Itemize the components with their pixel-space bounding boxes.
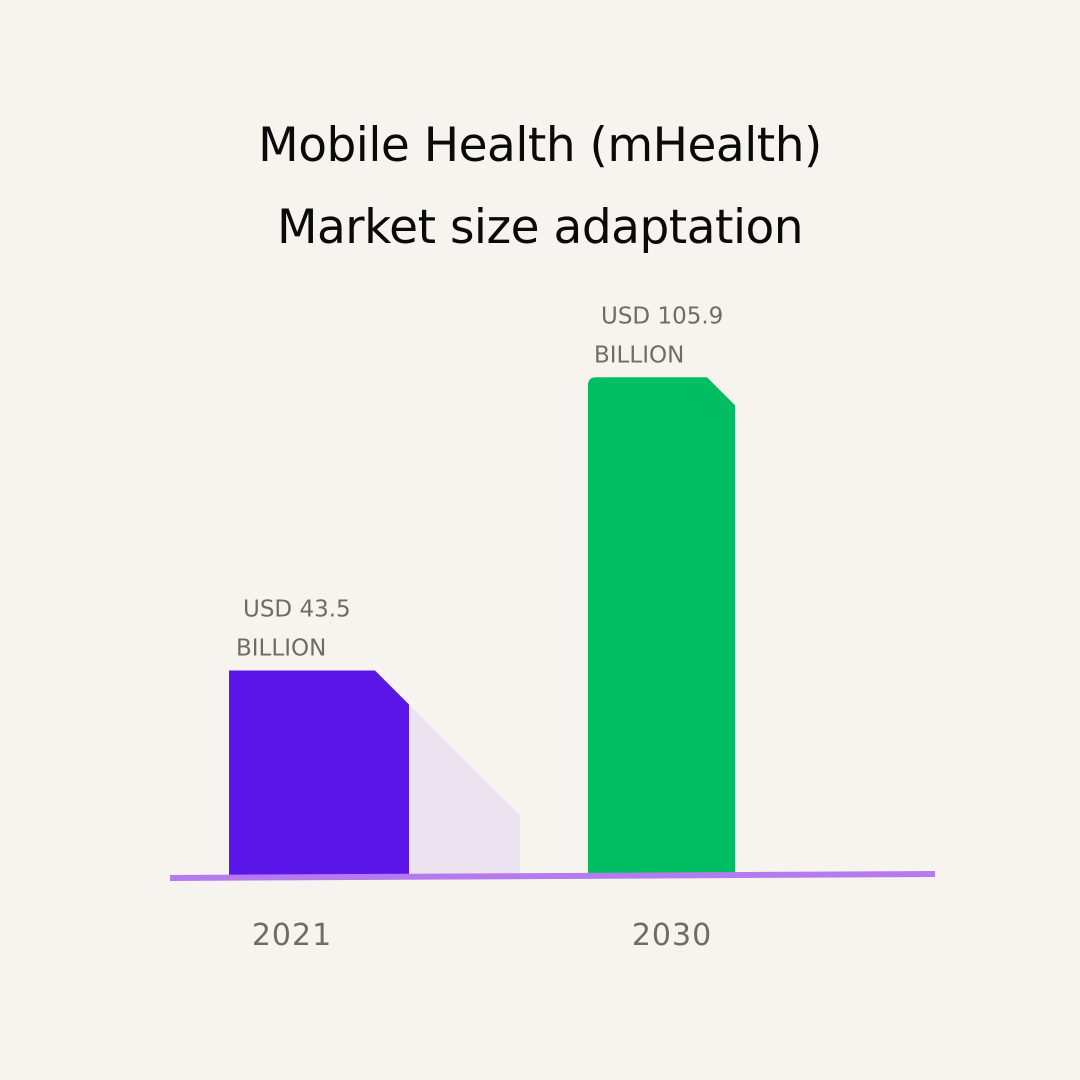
data-label-unit-2021: BILLION xyxy=(236,636,326,662)
bar-2030 xyxy=(588,377,735,875)
x-tick-label-2030: 2030 xyxy=(632,918,712,953)
x-tick-label-2021: 2021 xyxy=(252,918,332,953)
title-line-1: Mobile Health (mHealth) xyxy=(258,118,822,173)
title-line-2: Market size adaptation xyxy=(276,200,804,255)
bar-shadow xyxy=(409,704,520,875)
data-label-unit-2030: BILLION xyxy=(594,342,684,368)
data-label-value-2030: USD 105.9 xyxy=(601,303,723,329)
chart-title: Mobile Health (mHealth) Market size adap… xyxy=(0,105,1080,269)
bar-2021 xyxy=(229,670,409,875)
data-label-value-2021: USD 43.5 xyxy=(243,597,351,623)
x-axis-line xyxy=(169,871,936,881)
